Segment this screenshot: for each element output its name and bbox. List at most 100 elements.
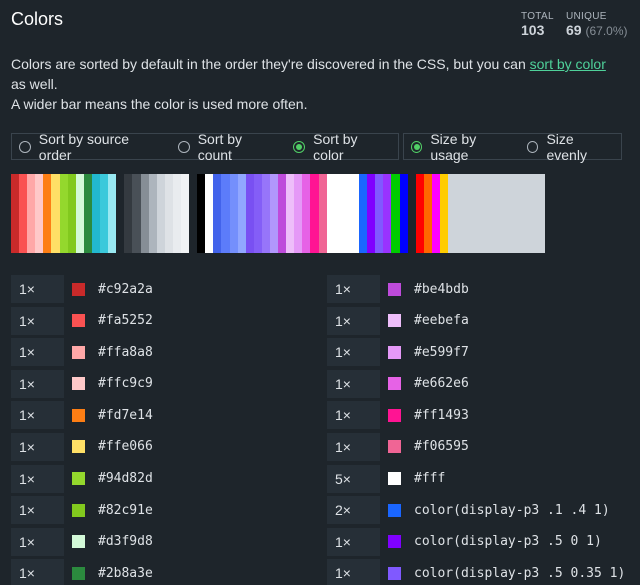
color-value: #eebefa xyxy=(414,313,469,329)
color-swatch xyxy=(72,408,85,422)
radio-button[interactable] xyxy=(19,140,31,153)
usage-count: 1× xyxy=(327,527,380,556)
color-swatch xyxy=(388,472,401,486)
usage-count: 1× xyxy=(11,464,64,493)
option-label: Sort by count xyxy=(197,130,243,163)
stat-label: TOTAL xyxy=(521,11,554,22)
color-stripe xyxy=(415,174,424,253)
radio-button[interactable] xyxy=(177,140,190,153)
color-row: 1× #fa5252 xyxy=(11,306,318,335)
color-row: 1× #ffa8a8 xyxy=(11,338,318,367)
color-value: #2b8a3e xyxy=(98,565,153,581)
sort-link[interactable]: sort by color xyxy=(529,56,606,72)
color-row: 1× #fd7e14 xyxy=(11,401,318,430)
usage-count: 1× xyxy=(11,432,64,461)
usage-count: 1× xyxy=(11,559,64,585)
color-stripe xyxy=(423,174,432,253)
usage-count: 2× xyxy=(327,496,380,525)
color-value: #ffc9c9 xyxy=(98,376,153,392)
size-options: Size by usage Size evenly xyxy=(403,131,622,163)
color-stripe xyxy=(83,174,92,253)
color-bar xyxy=(11,174,546,253)
color-stripe xyxy=(197,174,206,253)
stat-number: 69 xyxy=(566,22,582,38)
sort-options: Sort by source order Sort by count Sort by… xyxy=(11,130,399,163)
intro-text: as well. xyxy=(11,76,58,92)
color-swatch xyxy=(388,440,401,454)
color-stripe xyxy=(148,174,157,253)
color-stripe xyxy=(180,174,190,253)
color-stripe xyxy=(286,174,295,253)
usage-count: 1× xyxy=(11,275,64,303)
option-label: Size by usage xyxy=(430,130,477,163)
color-value: #e662e6 xyxy=(414,376,469,392)
title: Colors xyxy=(11,9,64,29)
color-value: #fa5252 xyxy=(98,313,153,329)
color-stripe xyxy=(334,174,343,253)
radio-option[interactable]: Sort by color xyxy=(293,131,390,163)
color-stripe xyxy=(270,174,279,253)
color-stripe xyxy=(116,174,125,253)
usage-count: 1× xyxy=(327,559,380,585)
radio-button[interactable] xyxy=(411,140,423,153)
color-stripe xyxy=(261,174,270,253)
usage-count: 1× xyxy=(327,401,380,430)
color-value: #ff1493 xyxy=(414,407,469,423)
color-row: 1× #ff1493 xyxy=(327,401,634,430)
color-swatch xyxy=(388,566,401,580)
color-row: 1× #be4bdb xyxy=(327,275,634,303)
color-stripe xyxy=(27,174,36,253)
color-stripe xyxy=(59,174,68,253)
color-value: #ffe066 xyxy=(98,439,153,455)
color-swatch xyxy=(388,503,401,517)
color-value: #c92a2a xyxy=(98,281,153,297)
color-stripe xyxy=(383,174,392,253)
color-swatch xyxy=(388,345,401,359)
color-stripe xyxy=(294,174,303,253)
radio-button[interactable] xyxy=(527,140,539,153)
color-swatch xyxy=(72,440,85,454)
radio-option[interactable]: Size evenly xyxy=(527,131,613,163)
color-swatch xyxy=(72,377,85,391)
color-stripe xyxy=(367,174,376,253)
color-row: 1× color(display-p3 .5 0 1) xyxy=(327,527,634,556)
color-stripe xyxy=(140,174,149,253)
color-stripe xyxy=(448,174,546,253)
color-value: #82c91e xyxy=(98,502,153,518)
stat-value: 103 xyxy=(521,22,545,38)
color-stripe xyxy=(302,174,311,253)
usage-count: 1× xyxy=(11,496,64,525)
color-row: 1× #ffc9c9 xyxy=(11,369,318,398)
radio-button[interactable] xyxy=(293,140,306,153)
stat-total: TOTAL 103 xyxy=(521,11,554,38)
usage-count: 5× xyxy=(327,464,380,493)
color-value: #ffa8a8 xyxy=(98,344,153,360)
radio-option[interactable]: Sort by source order xyxy=(19,131,163,163)
color-value: #94d82d xyxy=(98,471,153,487)
color-stripe xyxy=(359,174,368,253)
color-stripe xyxy=(172,174,181,253)
usage-count: 1× xyxy=(11,369,64,398)
color-swatch xyxy=(72,314,85,328)
color-stripe xyxy=(326,174,335,253)
usage-count: 1× xyxy=(327,275,380,303)
radio-option[interactable]: Size by usage xyxy=(411,131,512,163)
color-row: 1× #2b8a3e xyxy=(11,559,318,585)
color-swatch xyxy=(72,503,85,517)
color-stripe xyxy=(318,174,327,253)
option-label: Size evenly xyxy=(546,130,587,163)
color-swatch xyxy=(388,535,401,549)
intro-text: Colors are sorted by default in the orde… xyxy=(11,56,530,72)
color-stripe xyxy=(278,174,287,253)
radio-option[interactable]: Sort by count xyxy=(177,130,278,163)
color-stripe xyxy=(67,174,76,253)
usage-count: 1× xyxy=(327,338,380,367)
usage-count: 1× xyxy=(327,369,380,398)
color-value: #fd7e14 xyxy=(98,407,153,423)
stat-note: (67.0%) xyxy=(585,24,628,38)
color-stripe xyxy=(156,174,165,253)
color-value: color(display-p3 .1 .4 1) xyxy=(414,502,610,518)
color-stripe xyxy=(221,174,230,253)
usage-count: 1× xyxy=(11,527,64,556)
